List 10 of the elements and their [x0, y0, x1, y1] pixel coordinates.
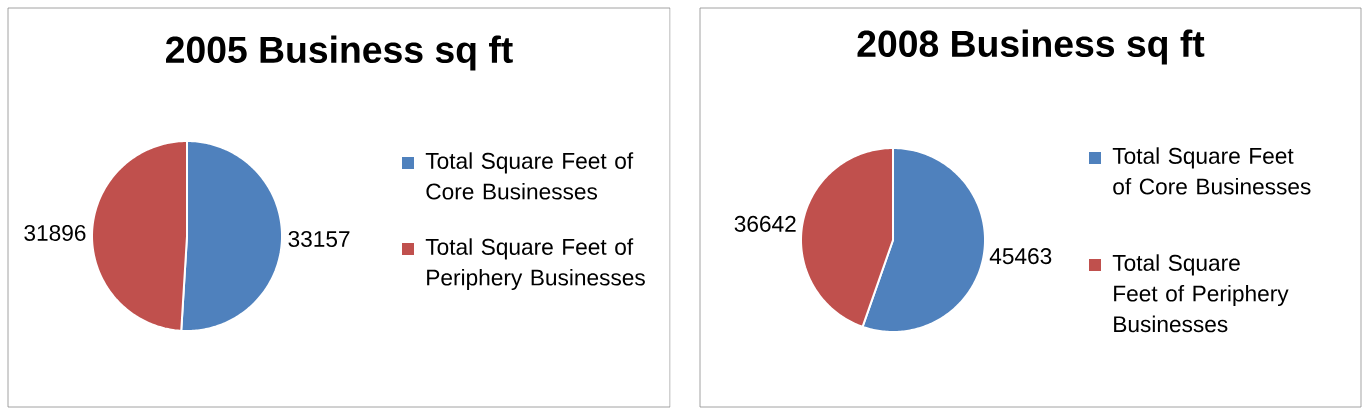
legend-label: Total Square Feet of Core Businesses	[425, 152, 634, 200]
chart-title: 2005 Business sq ft	[166, 35, 513, 71]
legend-label: Total Square Feet of Periphery Businesses	[425, 238, 645, 291]
data-label: 31896	[24, 224, 86, 242]
legend-label: Total Square Feet of Core Businesses	[1112, 147, 1311, 195]
data-label: 45463	[989, 248, 1052, 265]
data-label: 36642	[734, 215, 796, 232]
chart-title: 2008 Business sq ft	[857, 29, 1205, 65]
legend-label: Total Square Feet of Periphery Businesses	[1112, 254, 1289, 333]
data-label: 33157	[288, 230, 350, 248]
